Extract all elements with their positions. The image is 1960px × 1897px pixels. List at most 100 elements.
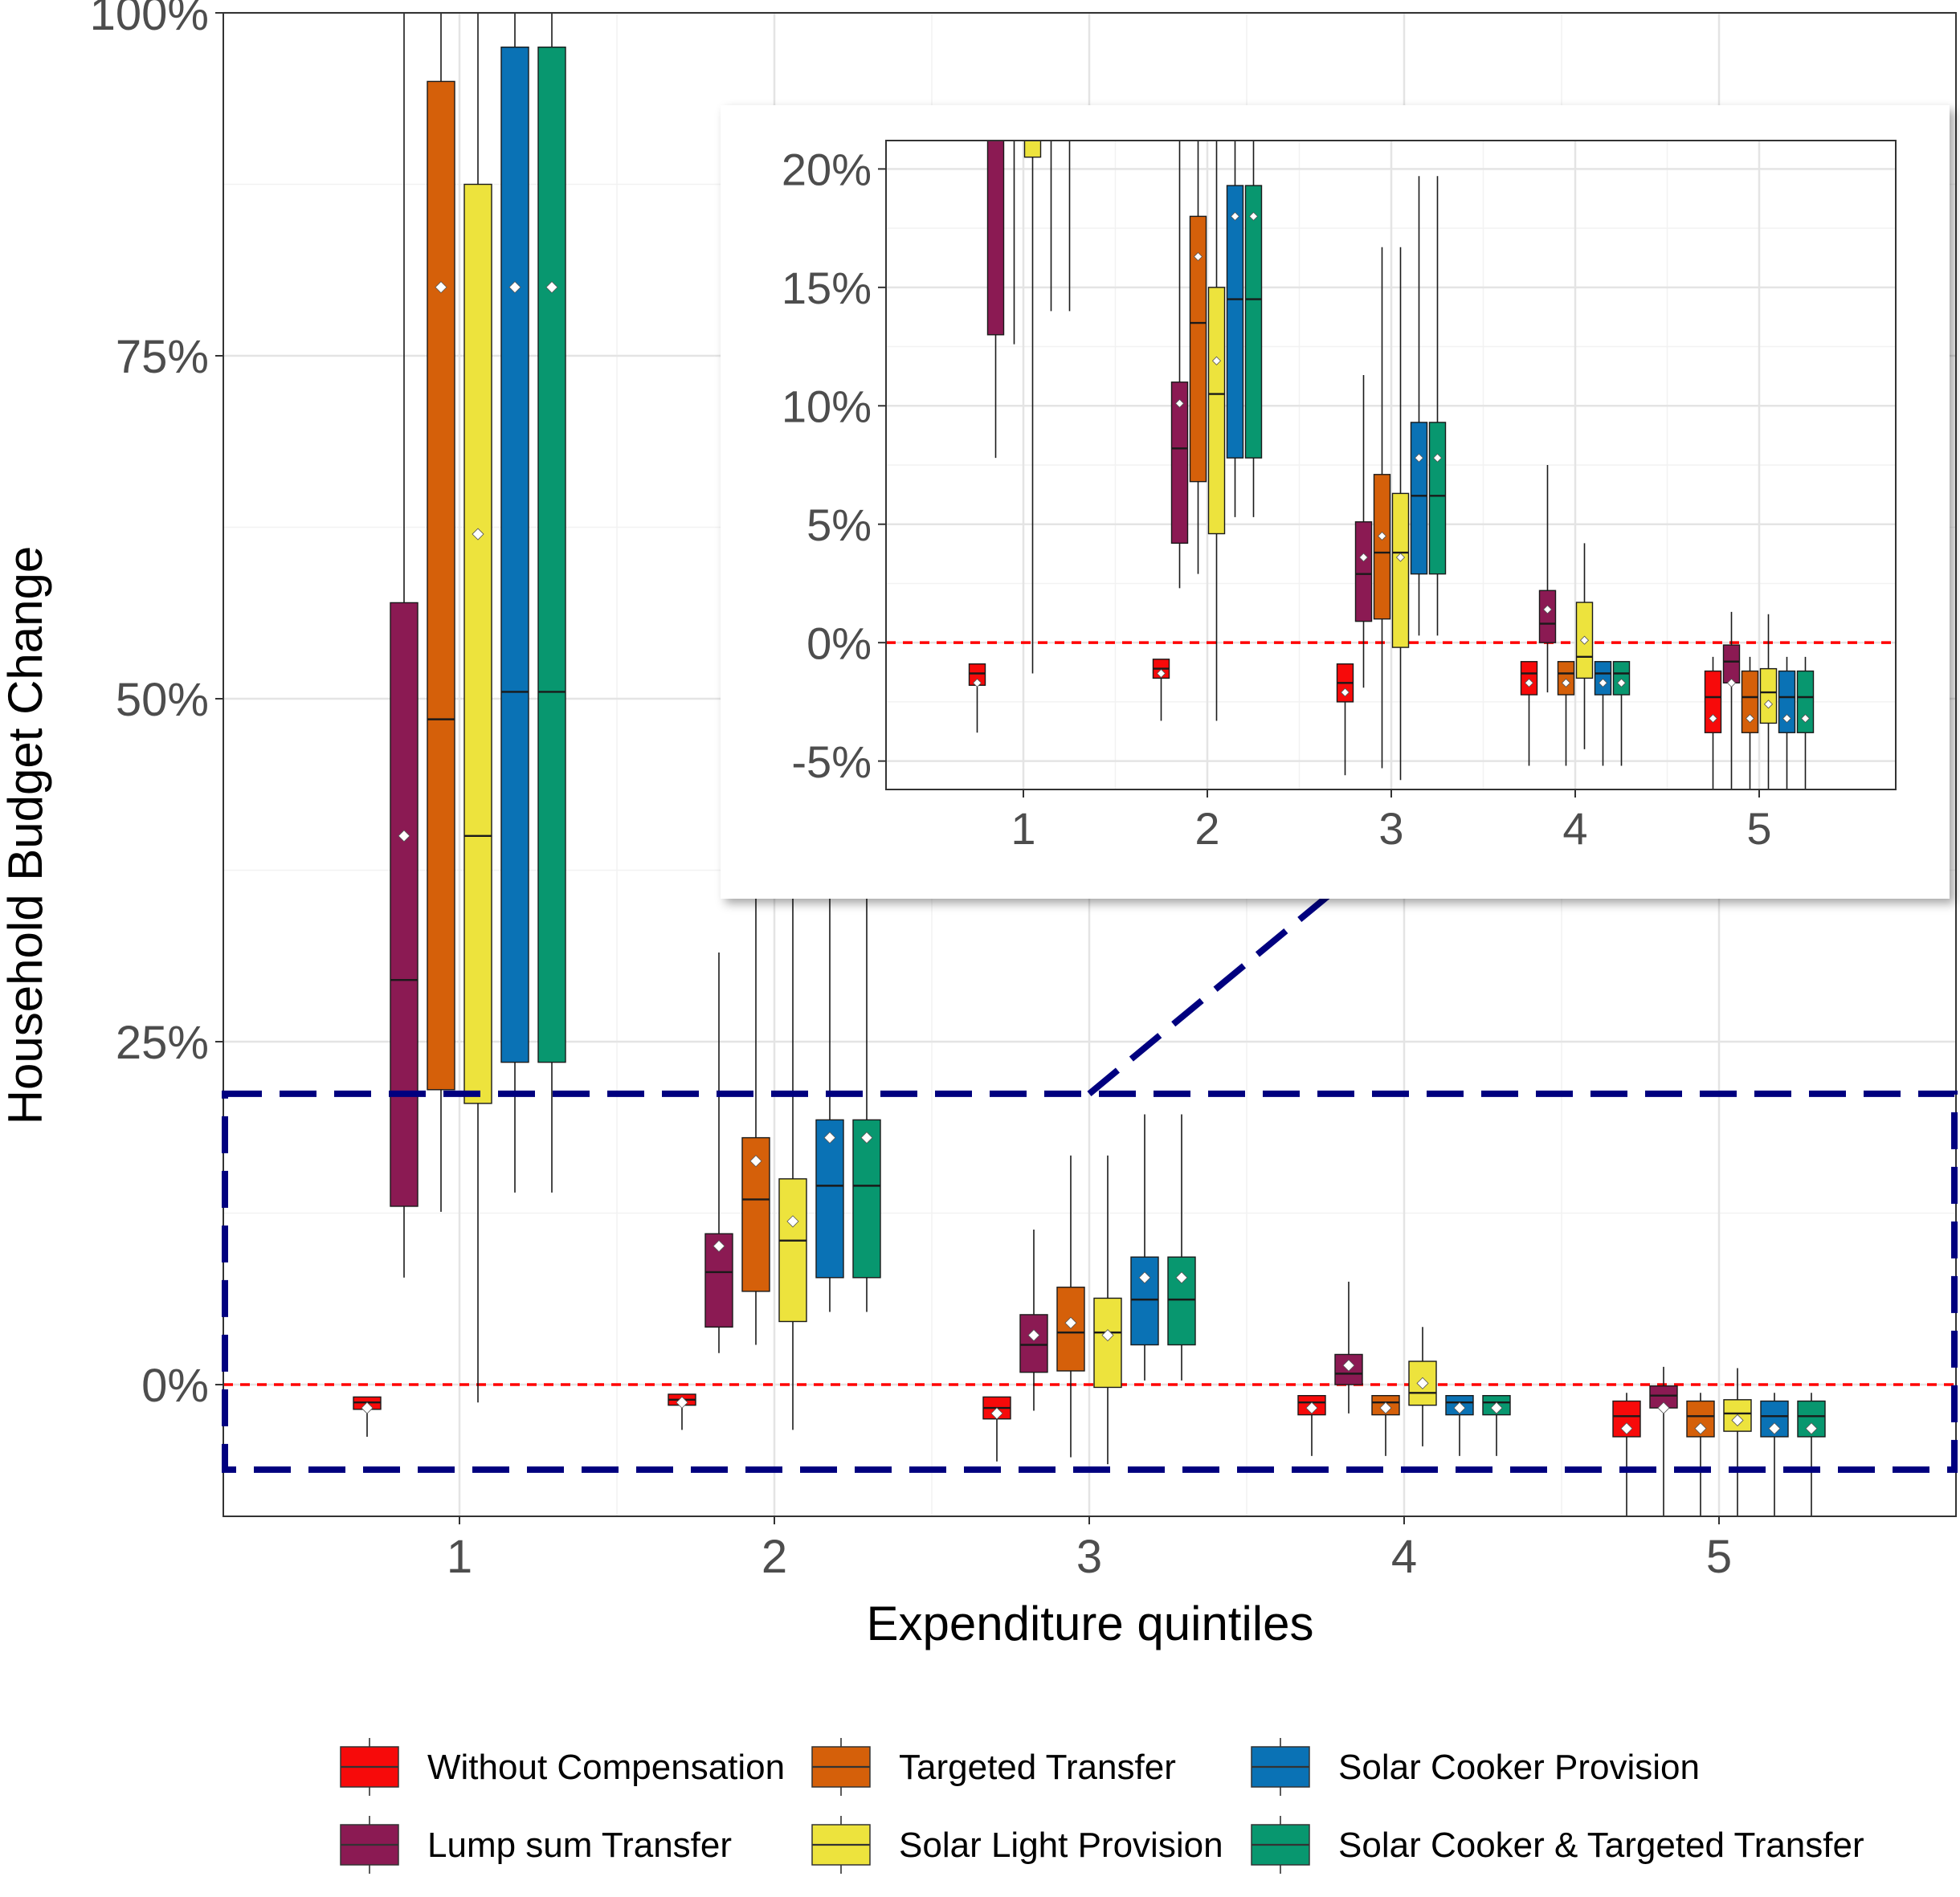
- inset-mean-marker: [1800, 713, 1811, 724]
- inset-box-body: [1023, 140, 1042, 158]
- mean-marker: [1416, 1377, 1429, 1389]
- inset-x-tick-label: 3: [1378, 803, 1403, 854]
- mean-marker: [1805, 1422, 1818, 1435]
- box-4-2: [1334, 1281, 1363, 1414]
- box-4-3: [1371, 1394, 1400, 1456]
- inset-box-body: [1796, 670, 1815, 733]
- box-3-5: [1130, 1114, 1159, 1381]
- inset-box-4-5: [1594, 661, 1612, 766]
- box-2-6: [852, 835, 881, 1312]
- mean-marker: [823, 1132, 836, 1144]
- box-4-4: [1408, 1327, 1437, 1446]
- inset-box-5-1: [1704, 656, 1722, 789]
- box-1-1: [353, 1396, 382, 1437]
- mean-marker: [361, 1401, 374, 1414]
- mean-marker: [545, 281, 558, 294]
- mean-marker: [1175, 1271, 1188, 1284]
- inset-box-body: [986, 140, 1005, 336]
- mean-marker: [1490, 1401, 1503, 1414]
- legend-label: Solar Light Provision: [899, 1826, 1223, 1865]
- box-4-5: [1445, 1394, 1474, 1456]
- inset-y-tick-label: 10%: [782, 381, 872, 431]
- legend-label: Without Compensation: [427, 1748, 785, 1787]
- inset-x-tick-label: 5: [1746, 803, 1771, 854]
- mean-marker: [435, 281, 447, 294]
- inset-mean-marker: [972, 678, 982, 687]
- box-2-1: [668, 1393, 696, 1430]
- mean-marker: [1101, 1328, 1114, 1342]
- inset-box-body: [1226, 185, 1244, 459]
- mean-marker: [398, 830, 410, 842]
- mean-marker: [1453, 1401, 1466, 1414]
- x-tick-label: 4: [1391, 1531, 1417, 1583]
- inset-box-body: [1428, 422, 1447, 575]
- inset-box-3-2: [1354, 374, 1373, 688]
- inset-box-2-5: [1226, 141, 1244, 517]
- box-3-1: [982, 1396, 1011, 1462]
- inset-box-2-2: [1170, 141, 1189, 589]
- box-5-3: [1686, 1393, 1715, 1516]
- inset-mean-marker: [1598, 678, 1608, 687]
- inset-box-2-4: [1207, 141, 1226, 721]
- legend-item-6: Solar Cooker & Targeted Transfer: [1251, 1816, 1864, 1874]
- x-tick-label: 1: [447, 1531, 472, 1583]
- mean-marker: [1064, 1316, 1077, 1329]
- inset-mean-marker: [1174, 398, 1185, 408]
- inset-y-tick-label: 5%: [806, 500, 872, 550]
- mean-marker: [1305, 1401, 1318, 1414]
- inset-mean-marker: [1395, 553, 1406, 562]
- inset-x-tick-label: 4: [1562, 803, 1587, 854]
- inset-box-4-2: [1538, 465, 1557, 693]
- y-tick-label: 25%: [116, 1017, 209, 1069]
- zoom-region-box: [222, 1090, 1958, 1473]
- inset-y-tick-label: 0%: [806, 618, 872, 668]
- y-tick-label: 100%: [90, 0, 209, 40]
- box-4-1: [1297, 1394, 1326, 1456]
- box-2-3: [741, 835, 770, 1345]
- legend-item-5: Solar Cooker Provision: [1251, 1738, 1700, 1796]
- inset-box-5-3: [1741, 656, 1759, 789]
- x-tick-label: 3: [1076, 1531, 1102, 1583]
- y-axis-title: Household Budget Change: [0, 546, 52, 1125]
- box-3-4: [1093, 1155, 1122, 1465]
- inset-box-3-3: [1373, 247, 1391, 769]
- inset-box-3-1: [1336, 663, 1354, 776]
- box-3-3: [1056, 1155, 1085, 1458]
- inset-mean-marker: [1248, 211, 1259, 221]
- inset-box-body: [1594, 661, 1612, 696]
- box-body: [1686, 1400, 1715, 1438]
- box-1-6: [537, 13, 566, 1193]
- inset-box-body: [1170, 381, 1189, 545]
- inset-box-body: [1354, 521, 1373, 622]
- inset-y-tick-label: 15%: [782, 263, 872, 313]
- legend-item-4: Solar Light Provision: [811, 1816, 1223, 1874]
- mean-marker: [1379, 1401, 1392, 1414]
- box-body: [427, 80, 455, 1091]
- inset-box-body: [1741, 670, 1759, 733]
- inset-box-body: [1391, 492, 1410, 648]
- box-body: [1130, 1256, 1159, 1346]
- y-tick-label: 0%: [141, 1360, 209, 1412]
- inset-box-4-1: [1520, 661, 1538, 766]
- inset-plot: -5% 0% 5% 10% 15% 20% 1 2 3 4 5: [721, 105, 1950, 899]
- inset-box-body: [1538, 589, 1557, 643]
- inset-y-tick-label: -5%: [791, 736, 872, 787]
- inset-box-2-1: [1152, 659, 1170, 721]
- legend-item-3: Targeted Transfer: [811, 1738, 1176, 1796]
- inset-y-tick-label: 20%: [782, 145, 872, 195]
- inset-box-1-2: [986, 140, 1005, 459]
- inset-mean-marker: [1561, 678, 1571, 687]
- mean-marker: [1768, 1422, 1781, 1435]
- box-1-3: [427, 13, 455, 1212]
- legend-label: Solar Cooker & Targeted Transfer: [1338, 1826, 1864, 1865]
- inset-mean-marker: [1414, 453, 1424, 463]
- inset-box-body: [1189, 215, 1207, 483]
- box-body: [778, 1178, 807, 1323]
- inset-mean-marker: [1211, 356, 1222, 365]
- mean-marker: [860, 1132, 873, 1144]
- zoom-indicator: [222, 888, 1958, 1473]
- inset-mean-marker: [1230, 211, 1240, 221]
- y-tick-label: 50%: [116, 674, 209, 726]
- inset-box-body: [1244, 185, 1263, 459]
